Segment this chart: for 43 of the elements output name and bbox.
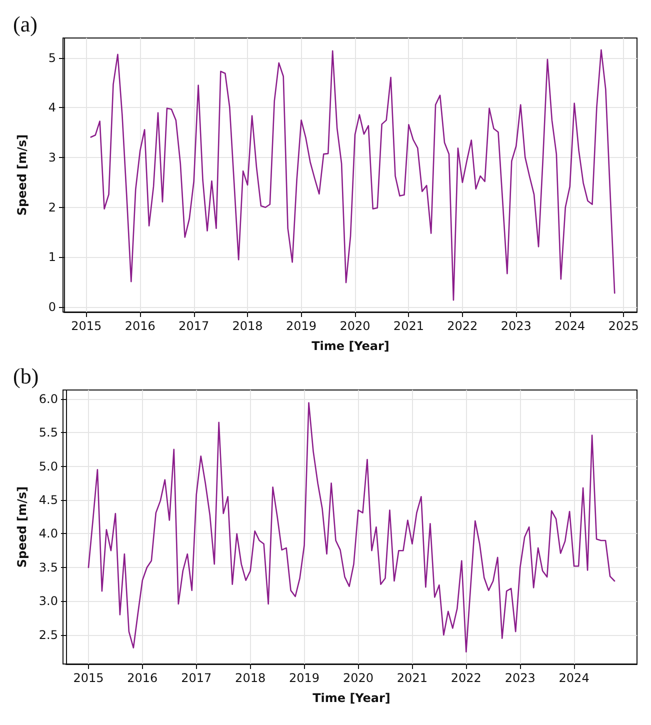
x-tick-label: 2017 <box>178 319 210 333</box>
line-series <box>88 402 616 652</box>
y-tick-label: 4.5 <box>38 493 58 508</box>
line-series <box>90 49 616 301</box>
x-tick-label: 2021 <box>393 319 424 333</box>
y-tick-label: 4 <box>48 100 56 115</box>
x-tick-label: 2015 <box>73 671 104 685</box>
x-tick-label: 2016 <box>124 319 156 333</box>
x-tick-label: 2025 <box>608 319 639 333</box>
x-axis-title: Time [Year] <box>312 339 390 353</box>
x-tick-label: 2023 <box>504 671 536 685</box>
x-tick-label: 2018 <box>232 319 263 333</box>
y-tick-label: 2.5 <box>38 628 58 642</box>
x-tick-label: 2015 <box>71 319 102 333</box>
x-tick-label: 2018 <box>235 671 266 685</box>
x-tick-label: 2019 <box>289 671 320 685</box>
y-tick-label: 2 <box>48 200 56 214</box>
x-tick-label: 2019 <box>286 319 317 333</box>
x-tick-label: 2020 <box>342 671 374 685</box>
y-tick-label: 3.5 <box>38 560 58 574</box>
chart-title: (a) <box>13 12 38 36</box>
x-tick-label: 2016 <box>127 671 158 685</box>
y-tick-label: 1 <box>48 250 56 264</box>
x-tick-label: 2022 <box>450 671 482 685</box>
y-tick-label: 3.0 <box>38 594 58 608</box>
x-axis-title: Time [Year] <box>312 691 390 705</box>
x-tick-label: 2017 <box>181 671 212 685</box>
y-tick-label: 0 <box>48 300 56 314</box>
y-tick-label: 5.0 <box>38 459 58 474</box>
y-axis-title: Speed [m/s] <box>15 134 29 216</box>
chart-title: (b) <box>13 364 39 388</box>
y-tick-label: 3 <box>48 150 56 165</box>
x-tick-label: 2022 <box>447 319 478 333</box>
x-tick-label: 2020 <box>340 319 370 333</box>
y-tick-label: 5 <box>48 50 56 65</box>
x-tick-label: 2024 <box>558 671 590 685</box>
x-tick-label: 2023 <box>500 319 532 333</box>
y-tick-label: 6.0 <box>38 392 58 406</box>
y-tick-label: 5.5 <box>38 426 58 440</box>
x-tick-label: 2021 <box>396 671 428 685</box>
y-axis-title: Speed [m/s] <box>15 486 29 568</box>
y-tick-label: 4.0 <box>38 526 58 541</box>
x-tick-label: 2024 <box>554 319 586 333</box>
